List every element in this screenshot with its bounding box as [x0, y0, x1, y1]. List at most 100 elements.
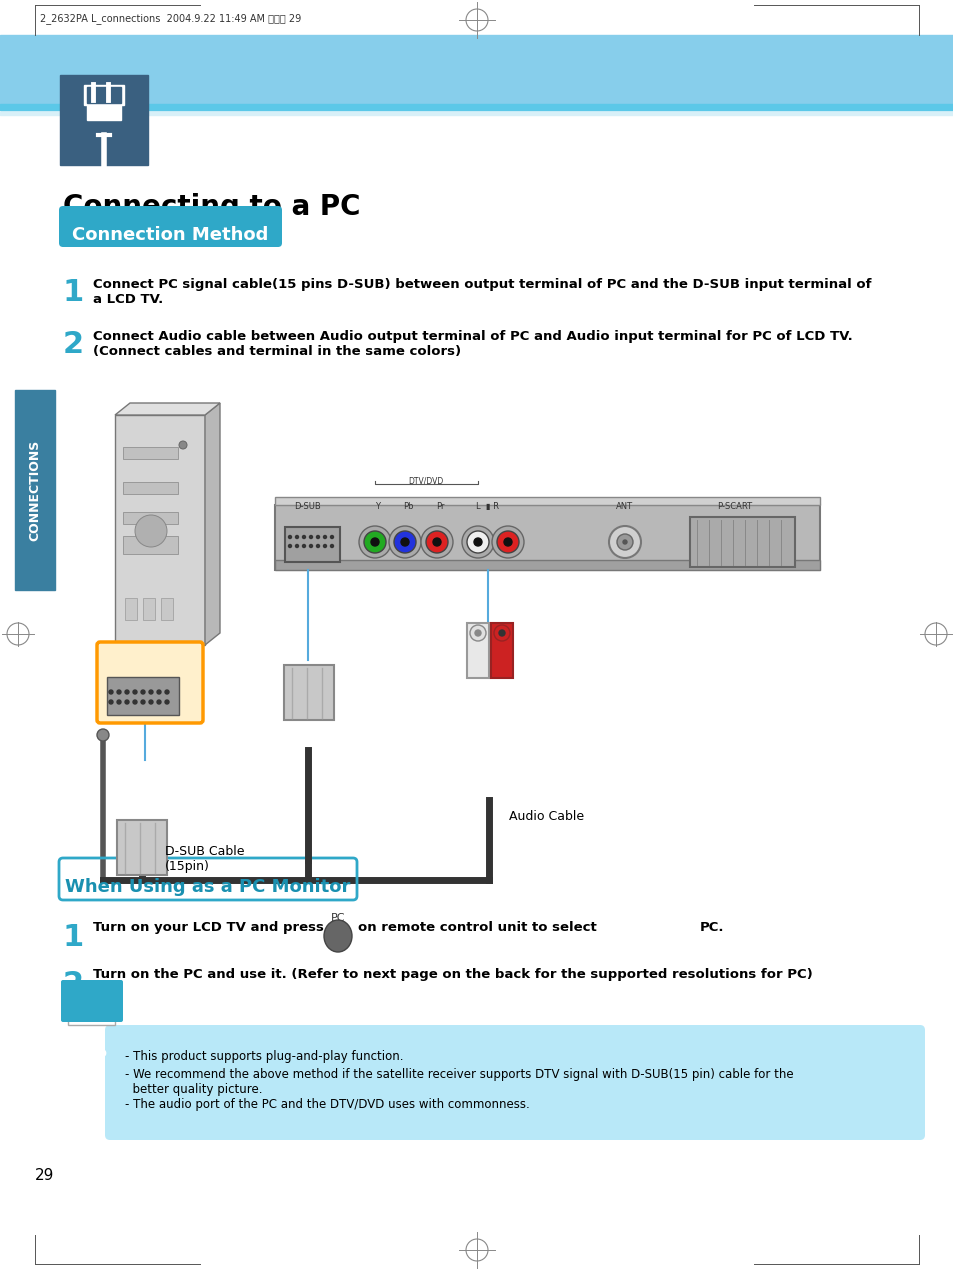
FancyBboxPatch shape [59, 206, 282, 247]
Circle shape [494, 626, 510, 641]
Bar [107, 676, 179, 714]
Text: When Using as a PC Monitor: When Using as a PC Monitor [65, 878, 351, 896]
Text: D-SUB Cable
(15pin): D-SUB Cable (15pin) [165, 845, 244, 873]
Circle shape [503, 538, 512, 546]
Polygon shape [205, 404, 220, 645]
Circle shape [157, 690, 161, 694]
Text: DTV/DVD: DTV/DVD [408, 477, 443, 486]
Circle shape [132, 700, 137, 704]
Bar [143, 598, 154, 621]
Text: L  ▮ R: L ▮ R [476, 503, 499, 511]
Bar [0, 112, 953, 115]
Text: Connect PC signal cable(15 pins D-SUB) between output terminal of PC and the D-S: Connect PC signal cable(15 pins D-SUB) b… [92, 278, 871, 306]
Bar [87, 88, 121, 103]
Text: P-SCART: P-SCART [717, 503, 752, 511]
Circle shape [117, 700, 121, 704]
Circle shape [617, 534, 633, 549]
Circle shape [135, 515, 167, 547]
Bar [689, 516, 794, 567]
Text: CONNECTIONS: CONNECTIONS [29, 439, 42, 541]
Circle shape [109, 700, 112, 704]
Circle shape [309, 536, 313, 538]
Circle shape [474, 538, 481, 546]
Circle shape [497, 530, 518, 553]
Bar [125, 598, 137, 621]
Bar [467, 623, 489, 678]
Bar [0, 104, 953, 110]
Text: - This product supports plug-and-play function.: - This product supports plug-and-play fu… [125, 1049, 403, 1063]
Circle shape [165, 700, 169, 704]
Circle shape [461, 525, 494, 558]
Circle shape [323, 536, 326, 538]
Bar [123, 536, 178, 555]
Circle shape [295, 536, 298, 538]
Circle shape [389, 525, 420, 558]
Circle shape [117, 690, 121, 694]
Text: Pr: Pr [436, 503, 444, 511]
Bar [274, 560, 820, 570]
Circle shape [302, 544, 305, 547]
Bar [123, 447, 178, 459]
Text: 29: 29 [35, 1167, 54, 1183]
Circle shape [165, 690, 169, 694]
Bar [491, 623, 513, 678]
Text: Y: Y [375, 503, 380, 511]
Circle shape [622, 541, 626, 544]
Polygon shape [63, 1008, 71, 1020]
Text: TIP: TIP [76, 1048, 108, 1066]
Bar [123, 511, 178, 524]
Circle shape [97, 728, 109, 741]
Circle shape [309, 544, 313, 547]
Text: PC: PC [331, 912, 345, 923]
Bar [115, 415, 205, 645]
Circle shape [608, 525, 640, 558]
Circle shape [157, 700, 161, 704]
Circle shape [498, 629, 504, 636]
Bar [87, 105, 121, 121]
Circle shape [330, 544, 334, 547]
Circle shape [295, 544, 298, 547]
Text: Connect Audio cable between Audio output terminal of PC and Audio input terminal: Connect Audio cable between Audio output… [92, 330, 852, 358]
Circle shape [330, 536, 334, 538]
Bar [117, 820, 167, 876]
Bar [161, 598, 172, 621]
Circle shape [109, 690, 112, 694]
Circle shape [288, 544, 292, 547]
Circle shape [420, 525, 453, 558]
Circle shape [132, 690, 137, 694]
Text: Audio Cable: Audio Cable [509, 810, 583, 824]
Ellipse shape [324, 920, 352, 952]
Circle shape [316, 536, 319, 538]
Circle shape [316, 544, 319, 547]
Text: PC.: PC. [700, 921, 723, 934]
Circle shape [125, 690, 129, 694]
Text: 1: 1 [63, 923, 84, 952]
Text: D-SUB: D-SUB [294, 503, 321, 511]
Circle shape [288, 536, 292, 538]
Circle shape [371, 538, 378, 546]
Bar [285, 527, 339, 562]
Text: Connecting to a PC: Connecting to a PC [63, 193, 360, 221]
Bar [123, 482, 178, 494]
Circle shape [426, 530, 448, 553]
Text: 1: 1 [63, 278, 84, 307]
Circle shape [475, 629, 480, 636]
Circle shape [358, 525, 391, 558]
FancyBboxPatch shape [61, 980, 123, 1022]
Bar [284, 665, 334, 720]
Circle shape [364, 530, 386, 553]
Text: - The audio port of the PC and the DTV/DVD uses with commonness.: - The audio port of the PC and the DTV/D… [125, 1098, 529, 1110]
Bar [84, 85, 124, 105]
Circle shape [125, 700, 129, 704]
Text: on remote control unit to select: on remote control unit to select [357, 921, 597, 934]
Text: 2: 2 [63, 330, 84, 359]
Bar [274, 505, 820, 570]
Circle shape [394, 530, 416, 553]
Bar [274, 497, 820, 505]
Circle shape [149, 700, 152, 704]
Polygon shape [115, 404, 220, 415]
Text: Turn on the PC and use it. (Refer to next page on the back for the supported res: Turn on the PC and use it. (Refer to nex… [92, 968, 812, 981]
Circle shape [141, 700, 145, 704]
Circle shape [179, 442, 187, 449]
Text: 2: 2 [63, 970, 84, 999]
